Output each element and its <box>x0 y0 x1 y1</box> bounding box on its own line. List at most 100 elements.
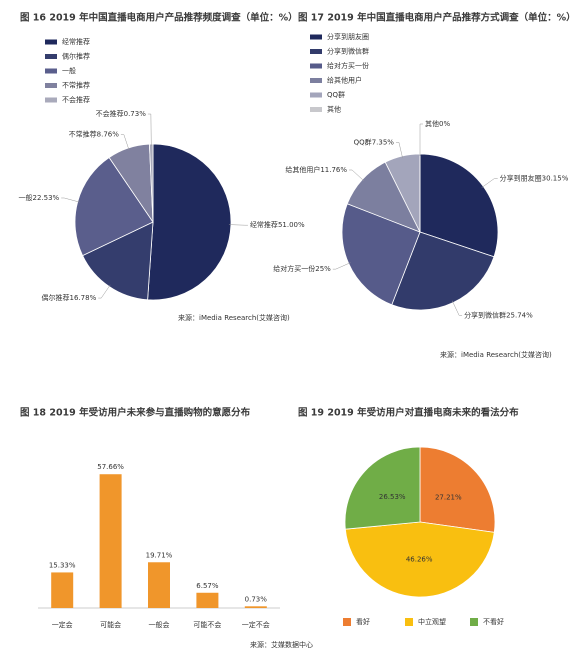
legend-swatch <box>45 54 57 59</box>
legend-swatch <box>405 618 413 626</box>
data-label: 给其他用户11.76% <box>285 165 347 174</box>
legend-swatch <box>310 107 322 112</box>
x-tick-label: 一定会 <box>52 620 73 629</box>
bar <box>244 606 267 608</box>
data-label: 27.21% <box>435 493 462 501</box>
leader-line <box>98 284 111 299</box>
legend-swatch <box>470 618 478 626</box>
source-note: 来源：艾媒数据中心 <box>250 640 313 649</box>
leader-line <box>349 169 365 181</box>
bar <box>148 562 170 608</box>
bar <box>51 572 74 608</box>
data-label-value: 30.15% <box>542 174 569 182</box>
leader-line <box>120 134 130 150</box>
x-tick-label: 可能会 <box>100 620 121 629</box>
bar <box>99 474 122 608</box>
data-label: 15.33% <box>49 561 76 569</box>
data-label: 0.73% <box>245 595 268 603</box>
legend-label: 不会推荐 <box>62 95 90 104</box>
leader-line <box>481 178 498 188</box>
data-label-value: 11.76% <box>320 166 347 174</box>
pie-slice <box>344 521 495 598</box>
data-label: QQ群7.35% <box>354 137 395 146</box>
x-tick-label: 可能不会 <box>193 620 221 629</box>
chart-title: 图 16 2019 年中国直播电商用户产品推荐频度调查（单位：%） <box>20 12 298 24</box>
data-label: 26.53% <box>379 493 406 501</box>
data-label: 分享到微信群25.74% <box>464 310 533 319</box>
legend-label: 不看好 <box>483 617 504 626</box>
legend-label: 一般 <box>62 66 76 75</box>
data-label-name: QQ群 <box>354 137 372 146</box>
pie-slice <box>147 143 232 301</box>
data-label: 19.71% <box>146 551 173 559</box>
legend-swatch <box>45 97 57 103</box>
data-label: 46.26% <box>406 555 433 563</box>
legend-swatch <box>310 49 322 54</box>
bar <box>196 592 219 608</box>
legend-label: 给对方买一份 <box>327 61 369 70</box>
data-label: 6.57% <box>196 582 219 590</box>
data-label: 不会推荐0.73% <box>96 109 147 118</box>
data-label: 一般22.53% <box>18 193 59 202</box>
chart-title: 图 19 2019 年受访用户对直播电商未来的看法分布 <box>298 407 519 419</box>
legend-swatch <box>310 92 322 98</box>
legend-swatch <box>343 618 351 626</box>
data-label-name: 其他 <box>425 119 439 128</box>
data-label-value: 51.00% <box>278 221 305 229</box>
leader-line <box>452 300 463 316</box>
data-label-name: 不会推荐 <box>96 109 124 118</box>
data-label-name: 不常推荐 <box>69 130 97 139</box>
pie-slice <box>344 446 421 530</box>
leader-line <box>419 123 423 156</box>
data-label-name: 一般 <box>18 193 32 202</box>
source-note: 来源：iMedia Research(艾媒咨询) <box>440 350 552 359</box>
legend-label: 经常推荐 <box>62 37 90 46</box>
leader-line <box>228 224 248 226</box>
chart-title: 图 18 2019 年受访用户未来参与直播购物的意愿分布 <box>20 407 251 419</box>
legend-label: QQ群 <box>327 90 345 99</box>
legend-swatch <box>45 83 57 88</box>
leader-line <box>61 197 80 203</box>
legend-label: 中立观望 <box>418 617 446 626</box>
data-label-value: 8.76% <box>97 131 120 139</box>
leader-line <box>332 262 351 270</box>
data-label-name: 分享到朋友圈 <box>500 173 542 182</box>
data-label-value: 25.74% <box>506 311 533 319</box>
legend-label: 分享到朋友圈 <box>327 32 369 41</box>
legend-swatch <box>310 78 322 83</box>
data-label: 给对方买一份25% <box>273 264 331 273</box>
data-label-name: 给对方买一份 <box>273 264 315 273</box>
legend-swatch <box>45 68 57 74</box>
legend-swatch <box>310 34 322 40</box>
x-tick-label: 一定不会 <box>242 620 270 629</box>
legend-label: 分享到微信群 <box>327 47 369 56</box>
data-label-value: 25% <box>315 265 331 273</box>
legend-label: 看好 <box>356 617 370 626</box>
pie-slice <box>419 446 496 533</box>
legend-swatch <box>310 63 322 69</box>
legend-swatch <box>45 39 57 45</box>
data-label-name: 经常推荐 <box>250 220 278 229</box>
data-label-value: 22.53% <box>32 194 59 202</box>
data-label-value: 0.73% <box>124 110 147 118</box>
data-label: 偶尔推荐16.78% <box>42 293 97 302</box>
data-label: 经常推荐51.00% <box>250 220 305 229</box>
data-label: 其他0% <box>425 119 450 128</box>
data-label-name: 偶尔推荐 <box>42 293 70 302</box>
data-label-value: 7.35% <box>372 138 395 146</box>
leader-line <box>147 113 152 147</box>
data-label-name: 分享到微信群 <box>464 310 506 319</box>
data-label: 57.66% <box>97 463 124 471</box>
x-tick-label: 一般会 <box>149 620 170 629</box>
source-note: 来源：iMedia Research(艾媒咨询) <box>178 313 290 322</box>
data-label-value: 16.78% <box>70 294 97 302</box>
legend-label: 给其他用户 <box>327 76 362 85</box>
leader-line <box>395 142 403 159</box>
data-label-value: 0% <box>439 120 450 128</box>
data-label: 不常推荐8.76% <box>69 130 120 139</box>
legend-label: 偶尔推荐 <box>62 52 90 61</box>
chart-title: 图 17 2019 年中国直播电商用户产品推荐方式调查（单位：%） <box>298 12 572 24</box>
data-label: 分享到朋友圈30.15% <box>500 173 569 182</box>
legend-label: 不常推荐 <box>62 81 90 90</box>
